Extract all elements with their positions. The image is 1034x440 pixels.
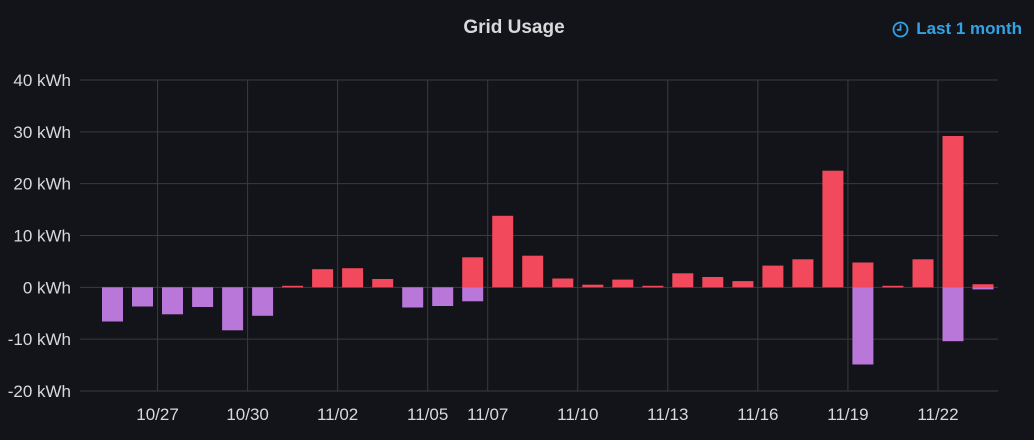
bar-export[interactable] — [132, 287, 153, 307]
bars — [102, 136, 994, 365]
bar-export[interactable] — [852, 287, 874, 365]
bar-import[interactable] — [492, 215, 514, 288]
bar-import[interactable] — [672, 273, 694, 288]
bar-import[interactable] — [792, 259, 814, 288]
bar-import[interactable] — [732, 281, 754, 288]
y-axis-labels: 40 kWh 30 kWh 20 kWh 10 kWh 0 kWh -10 kWh -20 … — [8, 71, 71, 401]
bar-import[interactable] — [282, 285, 304, 288]
bar-import[interactable] — [552, 278, 574, 288]
x-axis-labels: 10/27 10/30 11/02 11/05 11/07 11/10 11/13 11/16… — [136, 405, 958, 424]
bar-export[interactable] — [462, 287, 484, 302]
bar-import[interactable] — [912, 259, 934, 288]
x-tick-label: 11/07 — [467, 405, 508, 424]
bar-import[interactable] — [762, 265, 784, 288]
time-range-picker[interactable]: Last 1 month — [892, 19, 1022, 39]
x-tick-label: 10/30 — [226, 405, 269, 424]
bar-import[interactable] — [852, 262, 874, 288]
bar-import[interactable] — [312, 269, 334, 288]
bar-import[interactable] — [372, 279, 394, 288]
y-tick-label: 30 kWh — [13, 123, 71, 142]
x-tick-label: 11/22 — [917, 405, 958, 424]
bar-export[interactable] — [162, 287, 183, 315]
x-tick-label: 11/13 — [647, 405, 688, 424]
bar-import[interactable] — [882, 285, 904, 288]
bar-import[interactable] — [942, 136, 964, 288]
bar-import[interactable] — [462, 257, 484, 288]
bar-export[interactable] — [192, 287, 214, 307]
clock-icon — [892, 21, 909, 38]
y-tick-label: 0 kWh — [23, 278, 71, 297]
bar-import[interactable] — [612, 279, 634, 288]
x-tick-label: 11/10 — [557, 405, 598, 424]
y-tick-label: -10 kWh — [8, 330, 71, 349]
y-tick-label: 10 kWh — [13, 227, 71, 246]
bar-import[interactable] — [822, 170, 844, 288]
bar-import[interactable] — [642, 285, 664, 288]
bar-export[interactable] — [102, 287, 123, 322]
bar-import[interactable] — [702, 277, 724, 288]
bar-import[interactable] — [582, 284, 604, 288]
bar-export[interactable] — [252, 287, 274, 316]
x-tick-label: 11/02 — [317, 405, 358, 424]
bar-import[interactable] — [972, 284, 994, 288]
y-tick-label: 40 kWh — [13, 71, 71, 90]
bar-export[interactable] — [942, 287, 964, 342]
x-tick-label: 11/16 — [737, 405, 778, 424]
bar-export[interactable] — [402, 287, 424, 308]
bar-import[interactable] — [342, 268, 364, 288]
y-tick-label: -20 kWh — [8, 382, 71, 401]
y-tick-label: 20 kWh — [13, 175, 71, 194]
bar-export[interactable] — [222, 287, 244, 331]
x-tick-label: 11/19 — [827, 405, 868, 424]
bar-export[interactable] — [432, 287, 454, 306]
x-tick-label: 10/27 — [136, 405, 179, 424]
panel-title: Grid Usage — [463, 17, 565, 38]
time-range-label: Last 1 month — [916, 19, 1022, 38]
x-tick-label: 11/05 — [407, 405, 448, 424]
bar-export[interactable] — [972, 287, 994, 290]
bar-import[interactable] — [522, 255, 544, 288]
